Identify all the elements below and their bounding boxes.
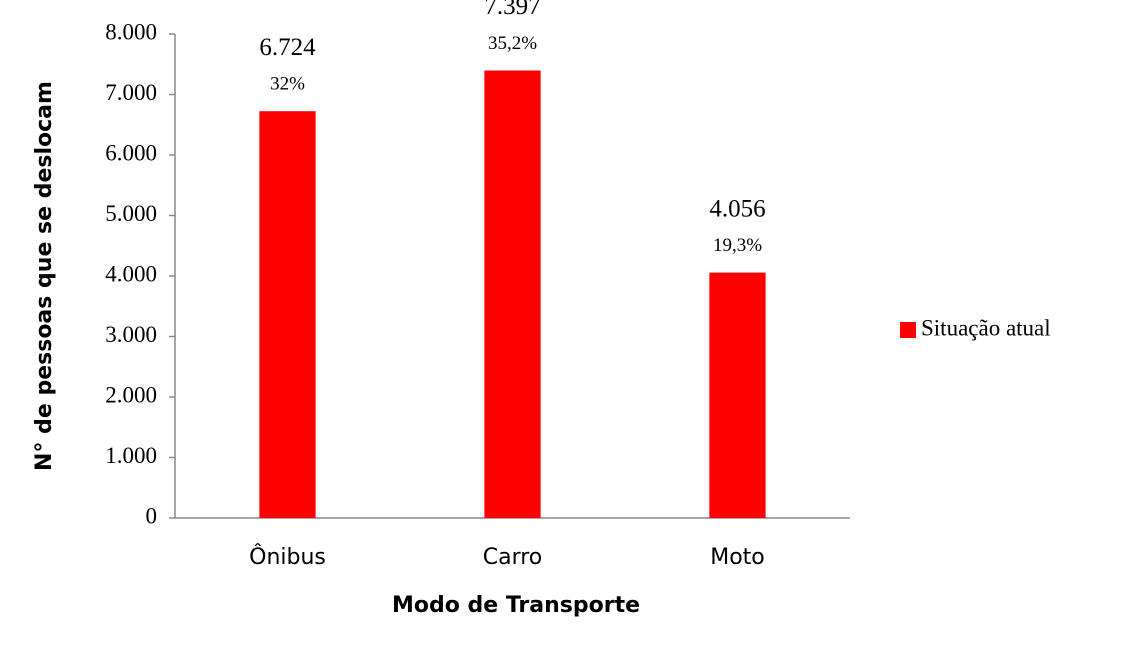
y-tick-label: 7.000 [105,80,157,105]
percent-label: 19,3% [713,235,762,256]
y-tick-label: 2.000 [105,382,157,407]
y-tick-label: 4.000 [105,261,157,286]
y-tick-label: 3.000 [105,322,157,347]
percent-label: 35,2% [488,33,537,54]
legend-swatch [900,322,916,338]
x-tick-label: Ônibus [249,544,326,570]
y-axis-label: N° de pessoas que se deslocam [32,81,57,471]
y-tick-label: 5.000 [105,201,157,226]
value-label: 6.724 [259,34,316,61]
bar [709,272,766,518]
y-tick-label: 0 [146,503,158,528]
y-tick-label: 8.000 [105,19,157,44]
x-tick-label: Moto [710,545,765,570]
bar [259,111,316,518]
percent-label: 32% [270,74,305,95]
value-label: 7.397 [484,0,540,20]
y-tick-label: 6.000 [105,140,157,165]
x-axis-label: Modo de Transporte [392,593,640,618]
value-label: 4.056 [709,195,765,222]
bar [484,70,541,518]
y-tick-label: 1.000 [105,443,157,468]
legend-label: Situação atual [921,315,1051,340]
x-tick-label: Carro [483,545,543,570]
